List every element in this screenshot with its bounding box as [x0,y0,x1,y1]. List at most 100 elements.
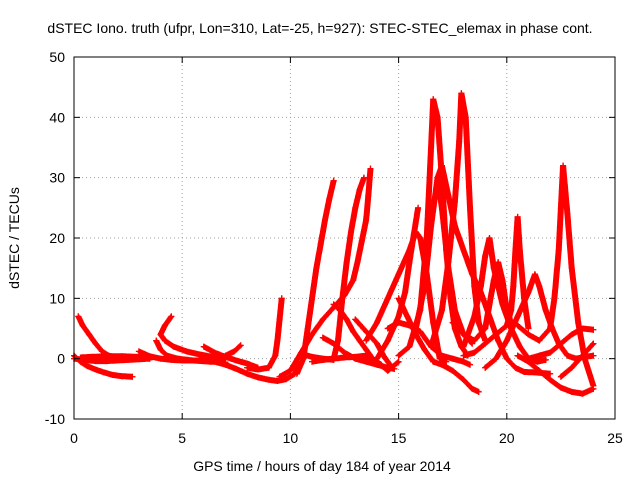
data-point [222,361,229,368]
data-point [75,313,82,320]
data-point [274,377,281,384]
data-point [536,352,543,359]
data-point [164,352,171,359]
data-point [265,376,272,383]
data-point [319,334,326,341]
data-point [547,349,554,356]
data-point [568,364,575,371]
data-point [417,235,424,241]
data-point [304,325,311,332]
data-point [309,295,316,302]
data-points [71,90,597,397]
data-point [363,328,370,335]
data-point [276,316,283,323]
data-point [352,353,359,360]
data-point [525,355,532,362]
data-point [363,358,370,365]
data-point [449,319,456,326]
data-point [352,204,359,211]
data-point [564,210,571,217]
data-point [514,313,521,320]
data-point [109,371,116,378]
data-point [337,307,344,314]
data-point [406,343,413,350]
data-point [404,313,411,320]
data-point [547,325,554,332]
data-point [590,352,597,359]
data-point [244,370,251,377]
data-point [341,354,348,361]
y-tick-label: -10 [45,411,65,427]
data-series [244,295,285,373]
data-point [469,385,476,392]
data-point [358,238,365,245]
data-point [118,353,125,360]
data-point [161,337,168,344]
data-point [508,307,515,314]
data-point [129,373,136,380]
data-point [482,325,489,332]
data-point [274,337,281,344]
data-point [525,289,532,296]
data-point [350,277,357,284]
data-point [460,247,467,254]
data-point [309,331,316,338]
y-tick-label: 30 [49,170,65,186]
data-point [222,352,229,359]
y-tick-label: 0 [57,351,65,367]
data-point [514,352,521,359]
data-point [471,313,478,320]
data-point [231,348,238,355]
data-point [322,216,329,223]
x-axis-label: GPS time / hours of day 184 of year 2014 [193,458,451,474]
data-point [118,373,125,380]
data-point [438,352,445,359]
data-point [283,376,290,383]
data-point [265,364,272,371]
data-point [330,355,337,362]
data-point [395,358,402,365]
data-point [456,138,463,145]
data-point [475,319,482,326]
data-series [557,340,597,380]
data-point [317,241,324,248]
data-point [534,358,541,365]
data-point [406,322,413,329]
data-point [536,367,543,374]
data-point [244,364,251,371]
data-point [356,186,363,193]
data-point [233,357,240,364]
data-point [421,346,428,353]
data-point [495,259,502,266]
data-point [590,385,597,392]
series-markers [293,177,337,377]
data-point [536,337,543,344]
data-point [434,114,441,121]
data-point [276,373,283,380]
x-tick-label: 25 [607,430,623,446]
data-point [471,337,478,344]
x-tick-label: 20 [499,430,515,446]
data-point [579,352,586,359]
data-series [213,358,305,384]
data-point [86,331,93,338]
y-tick-label: 10 [49,290,65,306]
data-point [272,352,279,359]
data-point [352,316,359,323]
data-point [319,316,326,323]
data-point [460,352,467,359]
data-series [276,165,374,380]
data-point [157,331,164,338]
data-point [356,337,363,344]
data-point [373,355,380,362]
data-point [438,204,445,211]
data-point [350,328,357,335]
x-tick-label: 15 [391,430,407,446]
data-point [157,346,164,353]
data-point [196,351,203,358]
data-point [510,283,517,290]
data-point [395,352,402,359]
data-point [557,384,564,391]
data-point [451,307,458,314]
